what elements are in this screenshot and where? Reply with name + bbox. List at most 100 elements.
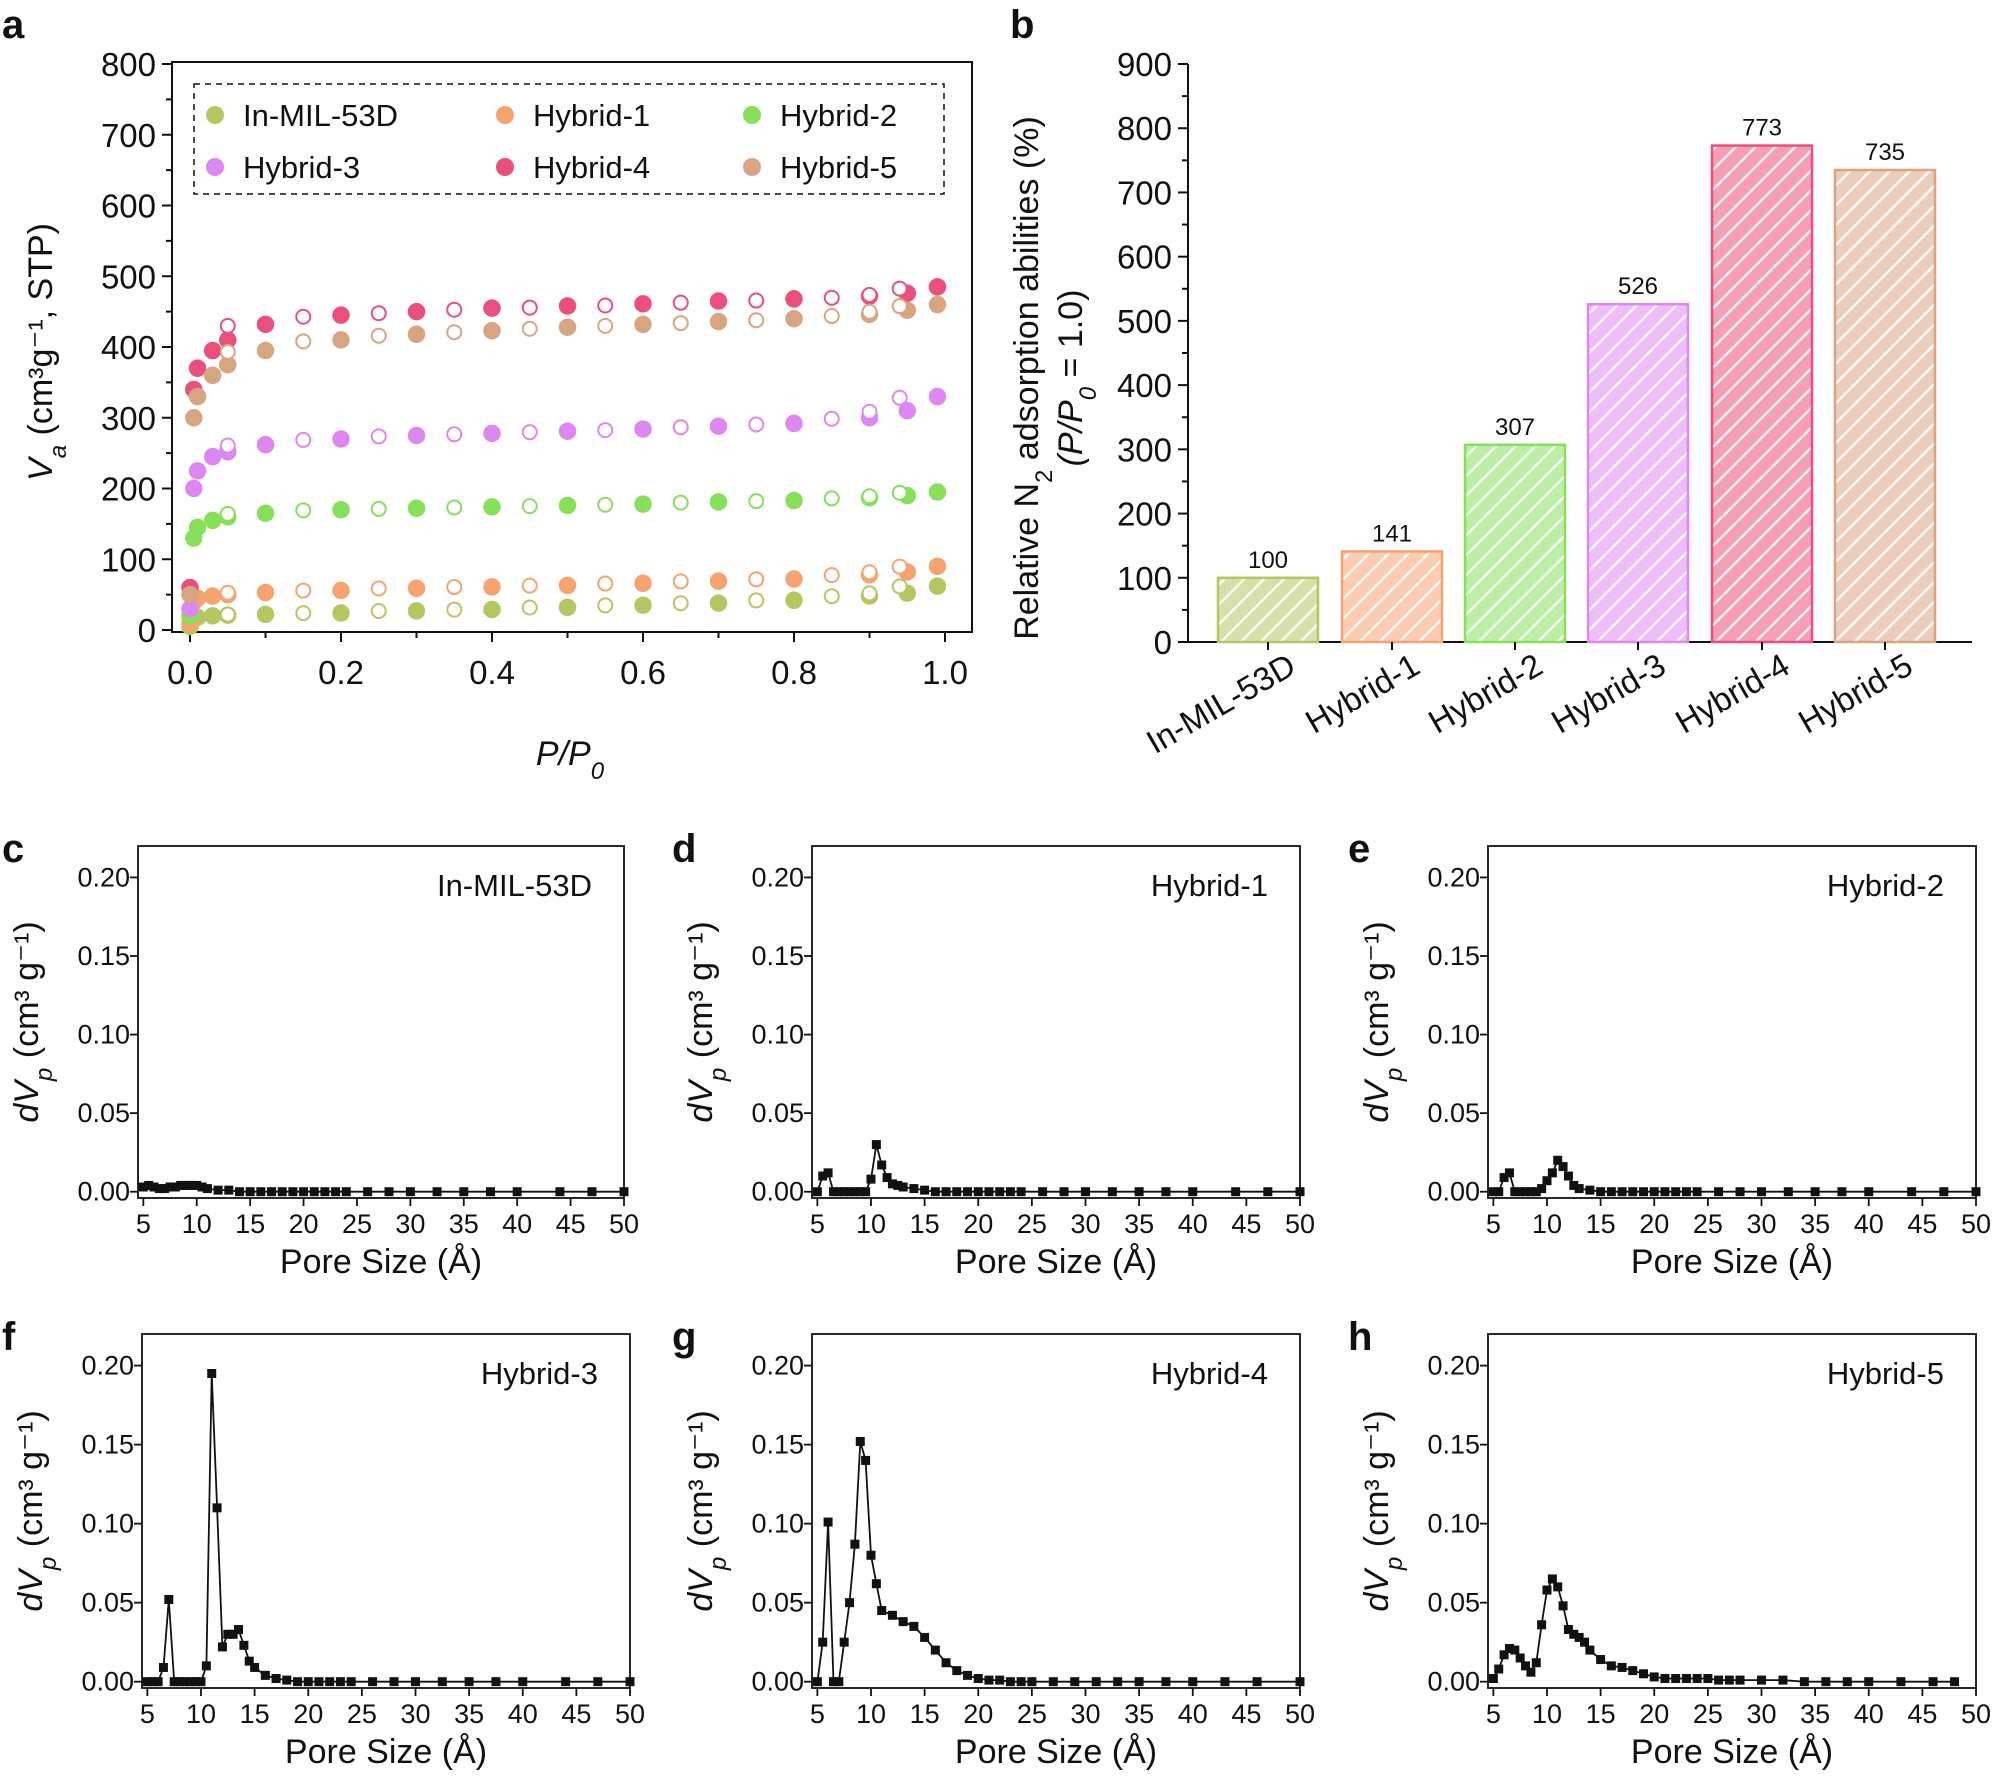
adsorption-point — [407, 426, 426, 445]
desorption-point — [891, 578, 908, 595]
data-point — [1526, 1667, 1536, 1677]
x-axis-label: Pore Size (Å) — [1631, 1243, 1833, 1281]
panel-sample-label: Hybrid-3 — [481, 1356, 598, 1391]
desorption-point — [370, 327, 387, 344]
data-point — [1263, 1187, 1273, 1197]
data-point — [877, 1606, 887, 1616]
data-point — [1510, 1645, 1520, 1655]
x-tick-label: 10 — [856, 1699, 886, 1729]
adsorption-point — [332, 430, 350, 448]
data-point — [1521, 1187, 1531, 1197]
adsorption-point — [483, 424, 501, 443]
bar-hybrid-1 — [1340, 550, 1444, 644]
y-tick-label: 0.20 — [751, 1351, 804, 1381]
desorption-point — [446, 579, 463, 596]
bar-value-label: 735 — [1865, 139, 1905, 166]
desorption-point — [446, 426, 463, 443]
desorption-point — [370, 602, 387, 619]
y-tick-label: 400 — [1117, 367, 1172, 404]
data-point — [1558, 1601, 1568, 1611]
y-tick-label: 0.05 — [751, 1588, 804, 1618]
data-point — [1059, 1187, 1069, 1197]
data-point — [1714, 1675, 1724, 1685]
panel-letter-g: g — [672, 1315, 696, 1359]
y-tick-label: 0.20 — [77, 862, 130, 892]
data-point — [625, 1677, 635, 1687]
data-point — [1038, 1187, 1048, 1197]
desorption-point — [521, 599, 538, 616]
bar-hybrid-4 — [1710, 144, 1814, 644]
adsorption-point — [558, 297, 577, 315]
data-point — [325, 1677, 335, 1687]
data-point — [871, 1579, 881, 1589]
adsorption-point — [407, 579, 426, 598]
data-point — [1080, 1187, 1090, 1197]
adsorption-point — [558, 318, 577, 336]
x-tick-label: 5 — [1486, 1209, 1501, 1239]
data-point — [984, 1187, 994, 1197]
data-point — [1574, 1184, 1584, 1194]
data-point — [828, 1187, 838, 1197]
data-point — [1606, 1187, 1616, 1197]
adsorption-point — [634, 420, 652, 438]
data-point — [1585, 1185, 1595, 1195]
data-point — [1649, 1187, 1659, 1197]
data-point — [158, 1662, 168, 1672]
x-tick-label: 10 — [186, 1699, 216, 1729]
x-tick-label: 15 — [910, 1699, 940, 1729]
data-point — [1681, 1674, 1691, 1684]
desorption-point — [370, 500, 387, 517]
y-tick-label: 0 — [138, 612, 156, 649]
y-axis-label: Va (cm³g⁻¹, STP) — [22, 223, 72, 481]
x-tick-label: 30 — [395, 1209, 425, 1239]
x-axis-label: P/P0 — [536, 735, 605, 785]
adsorption-point — [407, 302, 426, 321]
desorption-point — [370, 305, 387, 322]
data-point — [1724, 1675, 1734, 1685]
psd-chart-h: 0.00 0.05 0.10 0.15 0.20 5 10 15 20 25 30 35 40 45 50 P… — [1358, 1333, 1991, 1771]
data-point — [160, 1184, 170, 1194]
adsorption-point — [203, 366, 222, 385]
data-point — [170, 1182, 180, 1192]
y-tick-label: 0.10 — [81, 1509, 134, 1539]
data-point — [845, 1187, 855, 1197]
y-tick-label: 500 — [1117, 303, 1172, 340]
desorption-point — [861, 403, 878, 420]
x-category-label: In-MIL-53D — [1140, 646, 1301, 761]
data-point — [1563, 1625, 1573, 1635]
data-point — [185, 1677, 195, 1687]
adsorption-point — [709, 312, 728, 331]
data-point — [181, 1180, 191, 1190]
x-tick-label: 40 — [508, 1699, 538, 1729]
data-point — [491, 1677, 501, 1687]
adsorption-point — [407, 602, 426, 620]
adsorption-point — [188, 518, 207, 537]
desorption-point — [219, 584, 236, 601]
data-point — [1580, 1637, 1590, 1647]
desorption-point — [597, 317, 614, 334]
data-point — [1499, 1650, 1509, 1660]
y-tick-label: 0.05 — [751, 1098, 804, 1128]
data-point — [346, 1677, 356, 1687]
adsorption-point — [558, 422, 577, 440]
legend: In-MIL-53D Hybrid-1 Hybrid-2 Hybrid-3 Hybrid… — [193, 83, 945, 195]
data-point — [619, 1187, 629, 1197]
data-point — [1295, 1187, 1305, 1197]
desorption-point — [295, 582, 312, 599]
data-point — [1639, 1669, 1649, 1679]
data-point — [1971, 1187, 1981, 1197]
y-tick-label: 800 — [1117, 110, 1172, 147]
data-point — [1864, 1677, 1874, 1687]
legend-marker — [206, 106, 224, 124]
bar-value-label: 526 — [1618, 273, 1658, 300]
data-point — [1950, 1677, 1960, 1687]
desorption-point — [295, 333, 312, 350]
psd-chart-e: 0.00 0.05 0.10 0.15 0.20 5 10 15 20 25 30 35 40 45 50 P… — [1358, 845, 1991, 1281]
x-tick-label: 15 — [235, 1209, 265, 1239]
x-tick-label: 20 — [1639, 1699, 1669, 1729]
data-point — [587, 1187, 597, 1197]
adsorption-point — [928, 577, 947, 595]
data-point — [196, 1677, 206, 1687]
data-point — [823, 1517, 833, 1527]
